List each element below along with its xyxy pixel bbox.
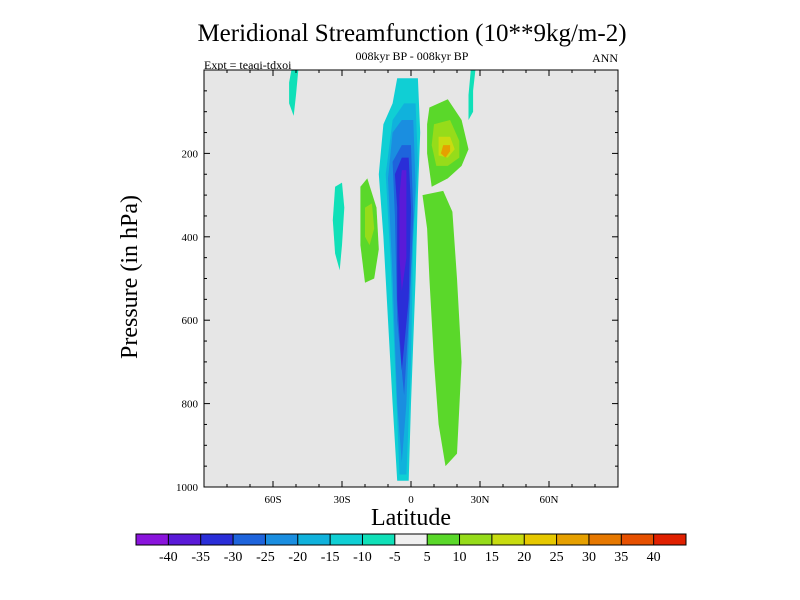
colorbar-label: 5: [424, 550, 431, 565]
contour-field: [289, 70, 476, 481]
colorbar-label: -15: [321, 550, 340, 565]
season-label: ANN: [592, 51, 618, 65]
colorbar-label: 25: [550, 550, 564, 565]
x-axis-label: Latitude: [371, 505, 451, 531]
colorbar-label: 30: [582, 550, 596, 565]
y-tick-label: 600: [182, 315, 199, 327]
upper-right-negative-strip-level: [468, 70, 476, 120]
colorbar-label: -5: [389, 550, 401, 565]
colorbar-swatch: [427, 534, 460, 545]
central-negative-cell-level: [399, 170, 407, 291]
colorbar-swatch: [524, 534, 557, 545]
colorbar-label: 15: [485, 550, 499, 565]
colorbar: -40 -35 -30 -25 -20 -15 -10 -5 5 10 15 20 25 30 35 40: [135, 533, 687, 565]
axis-ticks: 60S 30S 0 30N 60N 200 400 600 800 1000: [176, 70, 618, 506]
nh-positive-band-level: [422, 190, 462, 467]
colorbar-label: 35: [614, 550, 628, 565]
colorbar-swatch: [168, 534, 201, 545]
y-tick-label: 400: [182, 232, 199, 244]
x-tick-label: 0: [408, 494, 414, 506]
sh-negative-strip-level: [332, 182, 345, 271]
x-tick-label: 60N: [540, 494, 559, 506]
y-tick-label: 800: [182, 399, 199, 411]
colorbar-swatch: [233, 534, 266, 545]
colorbar-swatch: [330, 534, 363, 545]
colorbar-label: -40: [159, 550, 178, 565]
colorbar-swatch: [556, 534, 590, 545]
colorbar-label: -20: [288, 550, 307, 565]
colorbar-swatch: [297, 534, 331, 545]
colorbar-label: -30: [224, 550, 243, 565]
x-tick-label: 60S: [264, 494, 281, 506]
colorbar-swatch: [653, 534, 687, 545]
colorbar-swatch: [200, 534, 234, 545]
sh-positive-cell-level: [365, 203, 375, 246]
colorbar-label: 40: [647, 550, 661, 565]
colorbar-label: 10: [453, 550, 467, 565]
chart-title: Meridional Streamfunction (10**9kg/m-2): [197, 20, 626, 47]
nh-upper-positive-cell-level: [440, 145, 451, 158]
colorbar-swatch: [621, 534, 654, 545]
colorbar-swatch: [362, 534, 396, 545]
y-tick-label: 200: [182, 148, 199, 160]
colorbar-frame: [135, 533, 687, 546]
chart-subtitle: 008kyr BP - 008kyr BP: [356, 49, 469, 63]
colorbar-label: 20: [517, 550, 531, 565]
colorbar-label: -35: [191, 550, 210, 565]
colorbar-label: -10: [353, 550, 372, 565]
y-tick-label: 1000: [176, 482, 199, 494]
y-axis-label: Pressure (in hPa): [117, 195, 143, 359]
colorbar-swatch: [394, 534, 428, 545]
colorbar-swatch: [136, 534, 169, 545]
experiment-label: Expt = teaqi-tdxoi: [204, 58, 292, 72]
colorbar-swatch: [491, 534, 525, 545]
colorbar-swatch: [459, 534, 493, 545]
colorbar-label: -25: [256, 550, 275, 565]
colorbar-swatch: [265, 534, 299, 545]
x-tick-label: 30S: [333, 494, 350, 506]
upper-left-negative-strip-level: [289, 70, 299, 116]
x-tick-label: 30N: [471, 494, 490, 506]
colorbar-swatch: [588, 534, 622, 545]
